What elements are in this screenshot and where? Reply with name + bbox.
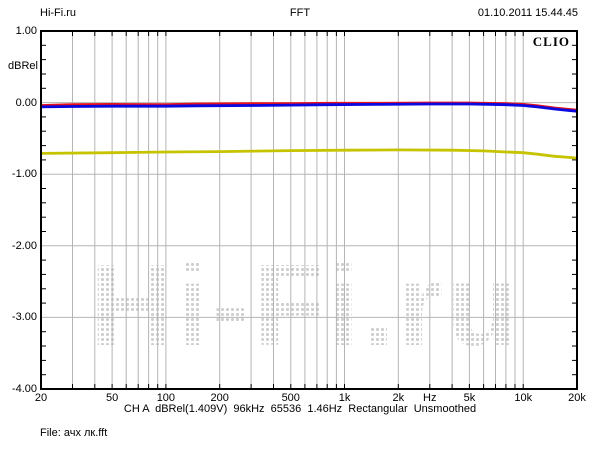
file-name-label: File: ачх лк.fft	[40, 427, 108, 439]
y-tick-label: -4.00	[11, 383, 37, 395]
yellow-curve	[40, 148, 578, 160]
header-datetime: 01.10.2011 15.44.45	[477, 7, 578, 19]
header-site-label: Hi-Fi.ru	[40, 7, 77, 19]
x-tick-label: 10k	[514, 392, 533, 404]
x-tick-label: 20k	[568, 392, 586, 404]
y-tick-label: -2.00	[11, 239, 37, 252]
x-tick-label: 1k	[338, 392, 351, 404]
plot-frame	[40, 30, 578, 390]
watermark-text: Hi-Fi.ru	[90, 240, 520, 370]
x-tick-label: 500	[281, 392, 300, 404]
x-axis-unit-label: Hz	[423, 392, 437, 404]
x-tick-label: 100	[156, 392, 176, 404]
x-tick-label: 2k	[392, 392, 405, 404]
header-measurement-title: FFT	[289, 7, 311, 19]
x-tick-label: 200	[210, 392, 229, 404]
blue-curve	[40, 102, 578, 113]
y-tick-label: -1.00	[11, 168, 37, 181]
y-axis-title: dBRel	[8, 60, 38, 72]
y-tick-label: 1.00	[15, 25, 37, 37]
x-tick-label: 5k	[463, 392, 476, 404]
measurement-status-line: CH A dBRel(1.409V) 96kHz 65536 1.46Hz Re…	[123, 403, 477, 415]
x-tick-label: 50	[105, 392, 119, 404]
y-tick-label: -3.00	[11, 311, 37, 324]
clio-brand-label: CLIO	[532, 34, 570, 49]
x-tick-label: 20	[34, 392, 48, 404]
y-tick-label: 0.00	[15, 96, 37, 109]
